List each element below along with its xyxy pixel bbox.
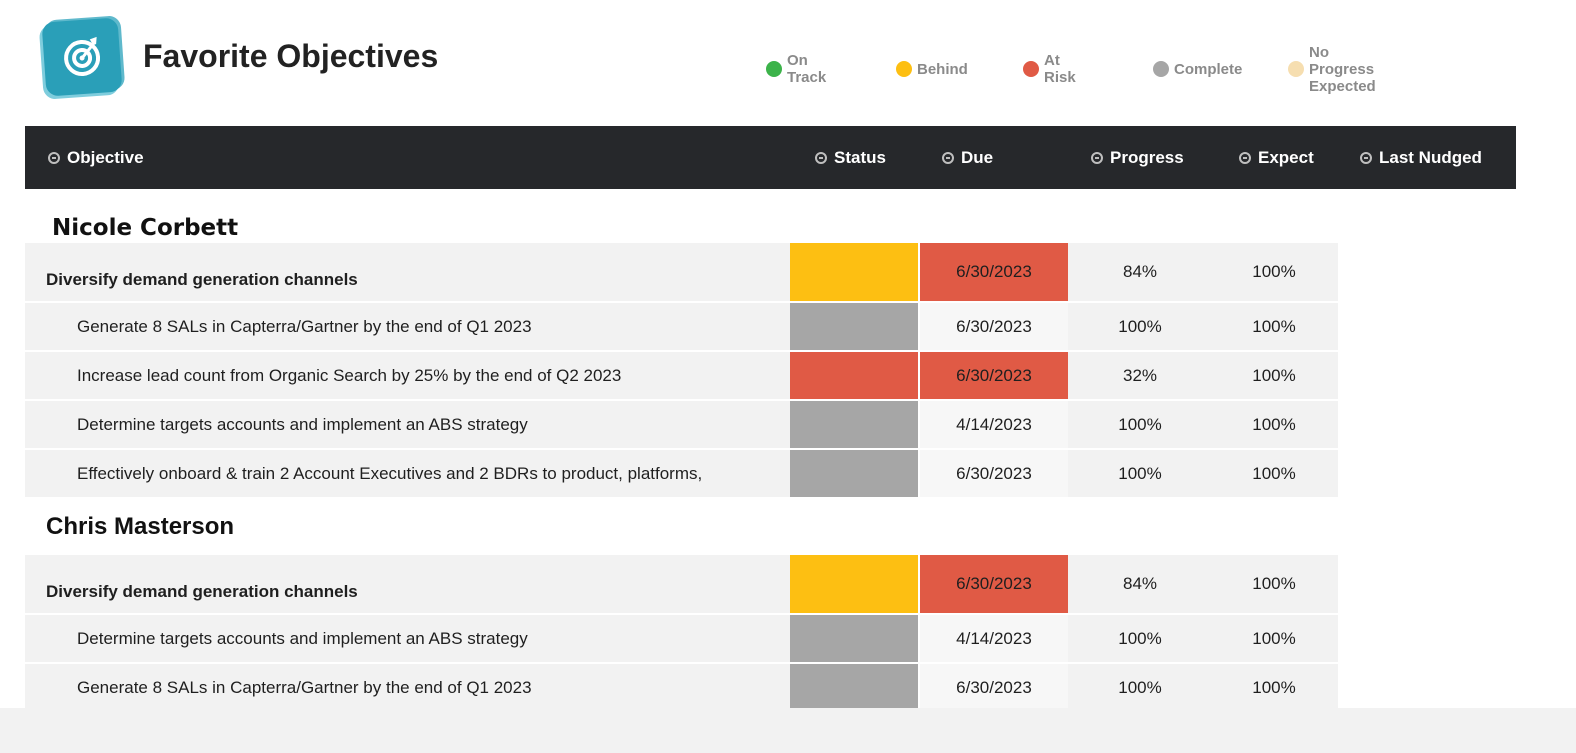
progress-value: 100% xyxy=(1118,414,1162,434)
objective-row[interactable]: Determine targets accounts and implement… xyxy=(25,401,1516,450)
legend-label: No Progress Expected xyxy=(1309,43,1376,95)
expect-value: 100% xyxy=(1252,628,1296,648)
objective-title[interactable]: Diversify demand generation channels xyxy=(46,582,358,601)
legend-label: Complete xyxy=(1174,60,1243,78)
page-title: Favorite Objectives xyxy=(143,38,439,74)
objective-row[interactable]: Generate 8 SALs in Capterra/Gartner by t… xyxy=(25,303,1516,352)
legend-item: On Track xyxy=(766,52,826,86)
group-owner-name: Chris Masterson xyxy=(46,513,235,540)
last-nudged-value xyxy=(1338,352,1516,399)
due-date: 6/30/2023 xyxy=(920,450,1068,497)
group-owner-name: Nicole Corbett xyxy=(52,215,239,241)
expect-value: 100% xyxy=(1252,365,1296,385)
status-indicator xyxy=(790,303,920,350)
legend-dot xyxy=(766,61,782,77)
objective-row-parent[interactable]: Diversify demand generation channels 6/30… xyxy=(25,243,1516,303)
expect-value: 100% xyxy=(1252,463,1296,483)
objective-title[interactable]: Increase lead count from Organic Search … xyxy=(77,365,622,385)
sort-icon xyxy=(942,151,954,164)
due-date: 4/14/2023 xyxy=(920,401,1068,448)
column-header-expect[interactable]: Expect xyxy=(1239,126,1314,189)
legend-item: Complete xyxy=(1153,61,1242,78)
page-header: Favorite Objectives On Track Behind At Ris… xyxy=(0,0,1576,125)
progress-value: 100% xyxy=(1118,628,1162,648)
legend-dot xyxy=(1153,61,1169,77)
due-date: 6/30/2023 xyxy=(920,243,1068,301)
sort-icon xyxy=(1360,151,1372,164)
due-date: 4/14/2023 xyxy=(920,615,1068,662)
status-indicator xyxy=(790,352,920,399)
footer-bar xyxy=(0,708,1576,753)
last-nudged-value xyxy=(1338,303,1516,350)
last-nudged-value xyxy=(1338,555,1516,613)
objective-row-parent[interactable]: Diversify demand generation channels 6/30… xyxy=(25,555,1516,615)
column-header-last-nudged[interactable]: Last Nudged xyxy=(1360,126,1482,189)
table-header: Objective Status Due Progress Expect Las… xyxy=(25,126,1516,189)
last-nudged-value xyxy=(1338,615,1516,662)
last-nudged-value xyxy=(1338,450,1516,497)
objective-row[interactable]: Determine targets accounts and implement… xyxy=(25,615,1516,664)
legend-item: Behind xyxy=(896,61,968,78)
expect-value: 100% xyxy=(1252,677,1296,697)
status-indicator xyxy=(790,450,920,497)
progress-value: 100% xyxy=(1118,677,1162,697)
progress-value: 84% xyxy=(1122,574,1158,593)
due-date: 6/30/2023 xyxy=(920,664,1068,708)
sort-icon xyxy=(1091,151,1103,164)
objective-title[interactable]: Determine targets accounts and implement… xyxy=(77,414,528,434)
due-date: 6/30/2023 xyxy=(920,303,1068,350)
legend-label: At Risk xyxy=(1044,52,1076,86)
status-indicator xyxy=(790,401,920,448)
sort-icon xyxy=(48,151,60,164)
status-indicator xyxy=(790,243,920,301)
due-date: 6/30/2023 xyxy=(920,555,1068,613)
column-header-objective[interactable]: Objective xyxy=(48,126,144,189)
legend-dot xyxy=(896,61,912,77)
legend-dot xyxy=(1288,61,1304,77)
expect-value: 100% xyxy=(1252,574,1296,593)
status-indicator xyxy=(790,615,920,662)
app-logo xyxy=(41,17,123,97)
progress-value: 100% xyxy=(1118,463,1162,483)
column-header-progress[interactable]: Progress xyxy=(1091,126,1184,189)
status-indicator xyxy=(790,555,920,613)
objective-title[interactable]: Effectively onboard & train 2 Account Ex… xyxy=(77,463,703,483)
objective-title[interactable]: Diversify demand generation channels xyxy=(46,270,358,289)
objective-title[interactable]: Determine targets accounts and implement… xyxy=(77,628,528,648)
progress-value: 84% xyxy=(1122,262,1158,281)
legend-label: Behind xyxy=(917,60,968,78)
last-nudged-value xyxy=(1338,243,1516,301)
group-header xyxy=(25,499,1516,555)
status-indicator xyxy=(790,664,920,708)
expect-value: 100% xyxy=(1252,316,1296,336)
sort-icon xyxy=(1239,151,1251,164)
objective-title[interactable]: Generate 8 SALs in Capterra/Gartner by t… xyxy=(77,316,532,336)
group-header xyxy=(25,189,1516,243)
legend-item: No Progress Expected xyxy=(1288,44,1376,95)
due-date: 6/30/2023 xyxy=(920,352,1068,399)
last-nudged-value xyxy=(1338,401,1516,448)
expect-value: 100% xyxy=(1252,414,1296,434)
legend-label: On Track xyxy=(787,52,827,86)
column-header-status[interactable]: Status xyxy=(815,126,886,189)
sort-icon xyxy=(815,151,827,164)
legend-dot xyxy=(1023,61,1039,77)
objective-row[interactable]: Effectively onboard & train 2 Account Ex… xyxy=(25,450,1516,499)
column-header-due[interactable]: Due xyxy=(942,126,993,189)
target-icon xyxy=(64,36,101,76)
last-nudged-value xyxy=(1338,664,1516,708)
objective-row[interactable]: Increase lead count from Organic Search … xyxy=(25,352,1516,401)
progress-value: 32% xyxy=(1122,365,1158,385)
expect-value: 100% xyxy=(1252,262,1296,281)
objective-row[interactable]: Generate 8 SALs in Capterra/Gartner by t… xyxy=(25,664,1516,708)
objective-title[interactable]: Generate 8 SALs in Capterra/Gartner by t… xyxy=(77,677,532,697)
legend-item: At Risk xyxy=(1023,52,1076,86)
progress-value: 100% xyxy=(1118,316,1162,336)
objectives-table: Objective Status Due Progress Expect Las… xyxy=(25,126,1516,708)
